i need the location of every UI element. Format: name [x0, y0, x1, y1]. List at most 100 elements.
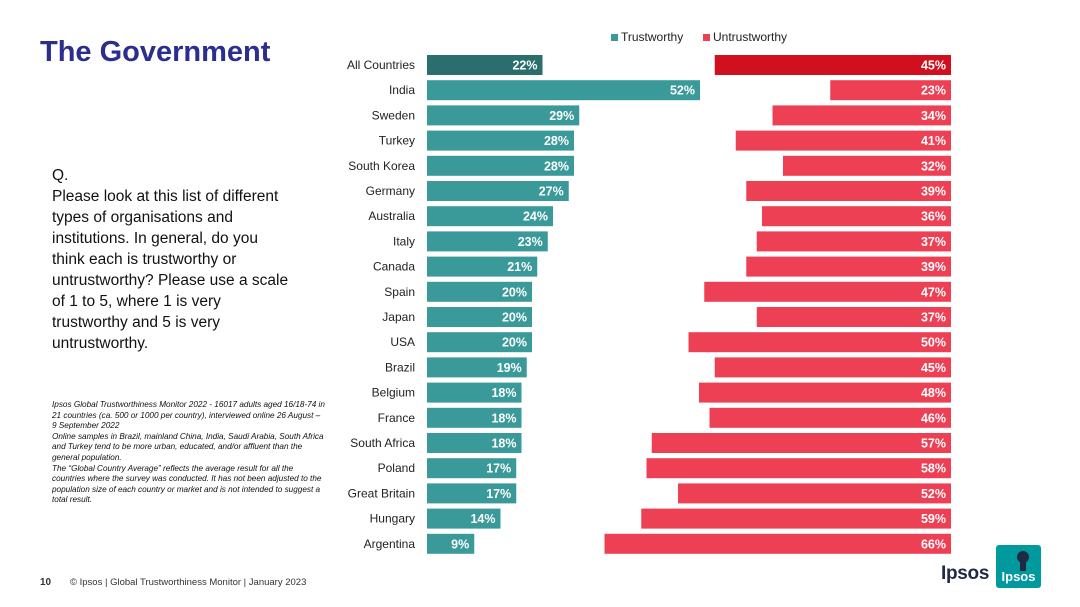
data-label-trustworthy: 24%	[523, 210, 548, 224]
category-label: South Africa	[350, 436, 415, 450]
bar-trustworthy	[427, 533, 475, 554]
category-label: All Countries	[347, 58, 415, 72]
methodology-notes: Ipsos Global Trustworthiness Monitor 202…	[52, 400, 327, 506]
category-label: Hungary	[370, 512, 415, 526]
data-label-untrustworthy: 23%	[921, 84, 946, 98]
category-label: Canada	[373, 260, 415, 274]
bar-trustworthy	[427, 206, 553, 227]
data-label-trustworthy: 28%	[544, 134, 569, 148]
data-label-trustworthy: 14%	[470, 512, 495, 526]
bar-trustworthy	[427, 281, 532, 302]
category-label: Poland	[378, 461, 415, 475]
data-label-trustworthy: 18%	[491, 411, 516, 425]
data-label-untrustworthy: 58%	[921, 462, 946, 476]
category-label: Turkey	[379, 134, 415, 148]
data-label-untrustworthy: 37%	[921, 311, 946, 325]
data-label-untrustworthy: 45%	[921, 361, 946, 375]
bar-untrustworthy	[699, 382, 951, 403]
category-label: Sweden	[372, 108, 415, 122]
bar-untrustworthy	[641, 508, 951, 529]
data-label-trustworthy: 52%	[670, 84, 695, 98]
bar-untrustworthy	[772, 105, 951, 126]
methodology-note: The “Global Country Average” reflects th…	[52, 463, 322, 505]
question-text: Please look at this list of different ty…	[52, 188, 289, 352]
data-label-untrustworthy: 45%	[921, 59, 946, 73]
bar-trustworthy	[427, 105, 580, 126]
legend-swatch-trustworthy	[611, 34, 618, 41]
bar-untrustworthy	[704, 281, 951, 302]
data-label-trustworthy: 28%	[544, 159, 569, 173]
footer: 10 © Ipsos | Global Trustworthiness Moni…	[0, 575, 1080, 595]
data-label-trustworthy: 17%	[486, 487, 511, 501]
survey-question: Q. Please look at this list of different…	[52, 165, 292, 354]
bar-trustworthy	[427, 483, 517, 504]
category-label: Japan	[382, 310, 415, 324]
data-label-trustworthy: 22%	[512, 59, 537, 73]
data-label-untrustworthy: 47%	[921, 285, 946, 299]
category-label: Great Britain	[348, 486, 415, 500]
data-label-untrustworthy: 59%	[921, 512, 946, 526]
question-label: Q.	[52, 167, 69, 184]
category-label: Brazil	[385, 360, 415, 374]
page-number: 10	[40, 577, 52, 588]
data-label-trustworthy: 29%	[549, 109, 574, 123]
data-label-trustworthy: 21%	[507, 260, 532, 274]
legend-label-untrustworthy: Untrustworthy	[713, 30, 787, 44]
data-label-untrustworthy: 50%	[921, 336, 946, 350]
bar-untrustworthy	[830, 80, 951, 101]
category-label: USA	[390, 335, 415, 349]
category-label: Spain	[384, 285, 415, 299]
bar-untrustworthy	[714, 357, 951, 378]
bar-trustworthy	[427, 357, 527, 378]
bar-untrustworthy	[756, 307, 951, 327]
category-label: Australia	[368, 209, 415, 223]
data-label-trustworthy: 23%	[518, 235, 543, 249]
data-label-untrustworthy: 36%	[921, 210, 946, 224]
bar-trustworthy	[427, 458, 517, 479]
bar-trustworthy	[427, 407, 522, 428]
data-label-untrustworthy: 48%	[921, 386, 946, 400]
data-label-untrustworthy: 57%	[921, 437, 946, 451]
bar-untrustworthy	[646, 458, 951, 479]
data-label-trustworthy: 20%	[502, 311, 527, 325]
bar-untrustworthy	[688, 332, 951, 353]
bar-trustworthy	[427, 307, 532, 327]
bar-trustworthy	[427, 231, 548, 252]
bar-untrustworthy	[735, 130, 951, 151]
data-label-trustworthy: 20%	[502, 285, 527, 299]
data-label-untrustworthy: 37%	[921, 235, 946, 249]
category-label: India	[389, 83, 415, 97]
bar-untrustworthy	[709, 407, 951, 428]
bar-trustworthy	[427, 332, 532, 353]
methodology-note: Online samples in Brazil, mainland China…	[52, 431, 324, 462]
bar-trustworthy	[427, 382, 522, 403]
category-label: France	[378, 411, 416, 425]
page-title: The Government	[40, 36, 271, 68]
bar-trustworthy	[427, 433, 522, 453]
data-label-untrustworthy: 41%	[921, 134, 946, 148]
ipsos-logo-icon: Ipsos	[996, 545, 1041, 588]
bar-untrustworthy	[651, 433, 951, 453]
bar-untrustworthy	[714, 55, 951, 75]
bar-trustworthy	[427, 508, 501, 529]
bar-untrustworthy	[746, 256, 951, 277]
category-label: Italy	[393, 234, 415, 248]
bar-untrustworthy	[604, 533, 951, 554]
bar-trustworthy	[427, 80, 700, 101]
data-label-trustworthy: 18%	[491, 386, 516, 400]
bar-untrustworthy	[746, 181, 951, 201]
category-label: Germany	[366, 184, 415, 198]
data-label-trustworthy: 9%	[451, 537, 469, 551]
data-label-untrustworthy: 34%	[921, 109, 946, 123]
data-label-trustworthy: 19%	[497, 361, 522, 375]
bar-untrustworthy	[678, 483, 951, 504]
bar-untrustworthy	[762, 206, 951, 227]
bar-trustworthy	[427, 256, 538, 277]
data-label-untrustworthy: 46%	[921, 411, 946, 425]
data-label-untrustworthy: 39%	[921, 185, 946, 199]
data-label-untrustworthy: 66%	[921, 537, 946, 551]
bar-trustworthy	[427, 181, 569, 201]
bar-trustworthy	[427, 55, 543, 75]
bar-untrustworthy	[756, 231, 951, 252]
